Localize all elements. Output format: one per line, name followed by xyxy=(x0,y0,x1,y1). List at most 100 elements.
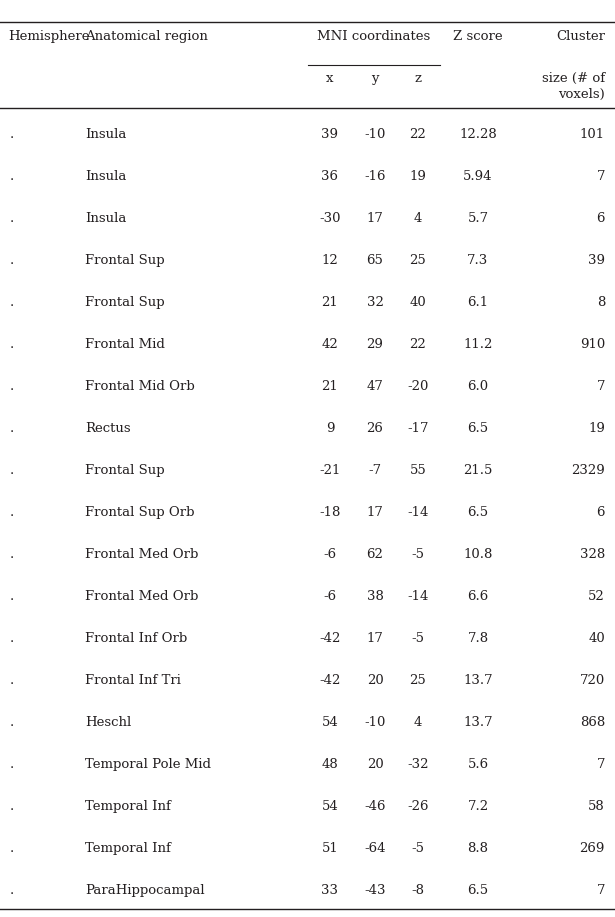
Text: 21: 21 xyxy=(322,380,338,392)
Text: 6.5: 6.5 xyxy=(467,422,488,435)
Text: y: y xyxy=(371,72,379,85)
Text: .: . xyxy=(10,254,14,267)
Text: Frontal Sup: Frontal Sup xyxy=(85,464,165,477)
Text: 2329: 2329 xyxy=(571,464,605,477)
Text: 40: 40 xyxy=(410,296,426,309)
Text: .: . xyxy=(10,464,14,477)
Text: -5: -5 xyxy=(411,632,424,646)
Text: .: . xyxy=(10,591,14,603)
Text: 51: 51 xyxy=(322,843,338,856)
Text: -26: -26 xyxy=(407,801,429,813)
Text: -18: -18 xyxy=(319,506,341,519)
Text: -14: -14 xyxy=(407,591,429,603)
Text: 4: 4 xyxy=(414,212,422,225)
Text: .: . xyxy=(10,422,14,435)
Text: 6: 6 xyxy=(597,212,605,225)
Text: 269: 269 xyxy=(579,843,605,856)
Text: -7: -7 xyxy=(368,464,381,477)
Text: 6.5: 6.5 xyxy=(467,885,488,898)
Text: -32: -32 xyxy=(407,758,429,771)
Text: 7: 7 xyxy=(597,758,605,771)
Text: -14: -14 xyxy=(407,506,429,519)
Text: 6.5: 6.5 xyxy=(467,506,488,519)
Text: Frontal Sup: Frontal Sup xyxy=(85,296,165,309)
Text: Z score: Z score xyxy=(453,30,503,43)
Text: Frontal Sup: Frontal Sup xyxy=(85,254,165,267)
Text: 39: 39 xyxy=(588,254,605,267)
Text: 42: 42 xyxy=(322,337,338,351)
Text: 38: 38 xyxy=(367,591,383,603)
Text: 13.7: 13.7 xyxy=(463,716,493,729)
Text: Temporal Inf: Temporal Inf xyxy=(85,801,171,813)
Text: 17: 17 xyxy=(367,506,383,519)
Text: -17: -17 xyxy=(407,422,429,435)
Text: 21.5: 21.5 xyxy=(463,464,493,477)
Text: 19: 19 xyxy=(410,170,426,182)
Text: -46: -46 xyxy=(364,801,386,813)
Text: Insula: Insula xyxy=(85,127,126,140)
Text: 29: 29 xyxy=(367,337,383,351)
Text: 39: 39 xyxy=(322,127,338,140)
Text: 8.8: 8.8 xyxy=(467,843,488,856)
Text: -64: -64 xyxy=(364,843,386,856)
Text: Frontal Med Orb: Frontal Med Orb xyxy=(85,591,199,603)
Text: Heschl: Heschl xyxy=(85,716,131,729)
Text: 48: 48 xyxy=(322,758,338,771)
Text: 11.2: 11.2 xyxy=(463,337,493,351)
Text: 10.8: 10.8 xyxy=(463,548,493,561)
Text: -21: -21 xyxy=(319,464,341,477)
Text: 6.0: 6.0 xyxy=(467,380,488,392)
Text: -43: -43 xyxy=(364,885,386,898)
Text: -8: -8 xyxy=(411,885,424,898)
Text: 6.6: 6.6 xyxy=(467,591,489,603)
Text: Temporal Inf: Temporal Inf xyxy=(85,843,171,856)
Text: -5: -5 xyxy=(411,548,424,561)
Text: 9: 9 xyxy=(326,422,334,435)
Text: Frontal Med Orb: Frontal Med Orb xyxy=(85,548,199,561)
Text: MNI coordinates: MNI coordinates xyxy=(317,30,430,43)
Text: x: x xyxy=(326,72,334,85)
Text: .: . xyxy=(10,380,14,392)
Text: .: . xyxy=(10,843,14,856)
Text: 7: 7 xyxy=(597,885,605,898)
Text: 21: 21 xyxy=(322,296,338,309)
Text: 12.28: 12.28 xyxy=(459,127,497,140)
Text: 6: 6 xyxy=(597,506,605,519)
Text: 25: 25 xyxy=(410,254,426,267)
Text: Hemisphere: Hemisphere xyxy=(8,30,90,43)
Text: Frontal Inf Orb: Frontal Inf Orb xyxy=(85,632,187,646)
Text: .: . xyxy=(10,337,14,351)
Text: Frontal Mid: Frontal Mid xyxy=(85,337,165,351)
Text: Anatomical region: Anatomical region xyxy=(85,30,208,43)
Text: 62: 62 xyxy=(367,548,383,561)
Text: -10: -10 xyxy=(364,716,386,729)
Text: -30: -30 xyxy=(319,212,341,225)
Text: Rectus: Rectus xyxy=(85,422,130,435)
Text: 6.1: 6.1 xyxy=(467,296,488,309)
Text: 101: 101 xyxy=(580,127,605,140)
Text: 20: 20 xyxy=(367,674,383,687)
Text: Insula: Insula xyxy=(85,212,126,225)
Text: Frontal Mid Orb: Frontal Mid Orb xyxy=(85,380,195,392)
Text: 5.6: 5.6 xyxy=(467,758,488,771)
Text: -20: -20 xyxy=(407,380,429,392)
Text: 8: 8 xyxy=(597,296,605,309)
Text: 19: 19 xyxy=(588,422,605,435)
Text: 33: 33 xyxy=(322,885,338,898)
Text: 5.7: 5.7 xyxy=(467,212,488,225)
Text: ParaHippocampal: ParaHippocampal xyxy=(85,885,205,898)
Text: 5.94: 5.94 xyxy=(463,170,493,182)
Text: .: . xyxy=(10,885,14,898)
Text: 40: 40 xyxy=(589,632,605,646)
Text: 720: 720 xyxy=(580,674,605,687)
Text: .: . xyxy=(10,296,14,309)
Text: 17: 17 xyxy=(367,212,383,225)
Text: 17: 17 xyxy=(367,632,383,646)
Text: 54: 54 xyxy=(322,716,338,729)
Text: 36: 36 xyxy=(322,170,338,182)
Text: .: . xyxy=(10,212,14,225)
Text: 20: 20 xyxy=(367,758,383,771)
Text: -6: -6 xyxy=(323,591,336,603)
Text: .: . xyxy=(10,632,14,646)
Text: 55: 55 xyxy=(410,464,426,477)
